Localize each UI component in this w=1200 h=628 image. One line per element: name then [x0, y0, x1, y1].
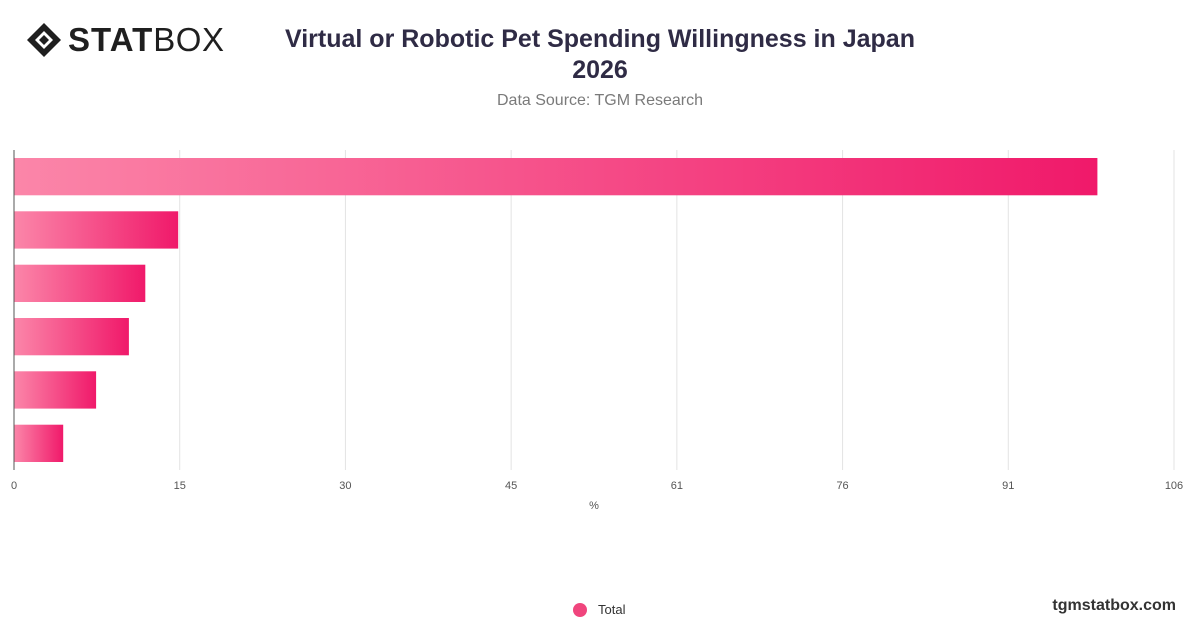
x-axis-title: % — [589, 500, 599, 512]
x-tick-label: 106 — [1165, 480, 1183, 492]
x-axis-ticks: 0 15 30 45 61 76 91 106 — [11, 480, 1183, 492]
bar[interactable] — [14, 318, 129, 356]
x-tick-label: 0 — [11, 480, 17, 492]
x-tick-label: 91 — [1002, 480, 1014, 492]
logo-wordmark: STATBOX — [68, 22, 224, 58]
legend[interactable]: Total — [573, 602, 625, 617]
chart-title: Virtual or Robotic Pet Spending Willingn… — [250, 24, 950, 86]
diamond-logo-icon — [27, 23, 61, 57]
chart-subtitle: Data Source: TGM Research — [496, 92, 703, 109]
x-tick-label: 61 — [671, 480, 683, 492]
x-tick-label: 45 — [505, 480, 517, 492]
statbox-logo: STATBOX — [26, 22, 224, 58]
bars — [14, 158, 1098, 462]
x-tick-label: 30 — [339, 480, 351, 492]
chart-title-line1: Virtual or Robotic Pet Spending Willingn… — [285, 25, 915, 53]
x-tick-label: 15 — [174, 480, 186, 492]
bar-chart: 0 15 30 45 61 76 91 106 % — [11, 150, 1183, 512]
logo-light-text: BOX — [153, 21, 225, 58]
bar[interactable] — [14, 424, 64, 462]
bar[interactable] — [14, 371, 97, 409]
x-tick-label: 76 — [836, 480, 848, 492]
bar[interactable] — [14, 211, 179, 249]
site-url[interactable]: tgmstatbox.com — [1052, 597, 1176, 614]
bar[interactable] — [14, 158, 1098, 196]
bar[interactable] — [14, 264, 146, 302]
legend-label: Total — [598, 602, 626, 617]
logo-bold-text: STAT — [68, 21, 154, 58]
legend-marker — [573, 602, 587, 617]
grid-lines — [179, 150, 1175, 470]
chart-title-line2: 2026 — [572, 56, 628, 84]
